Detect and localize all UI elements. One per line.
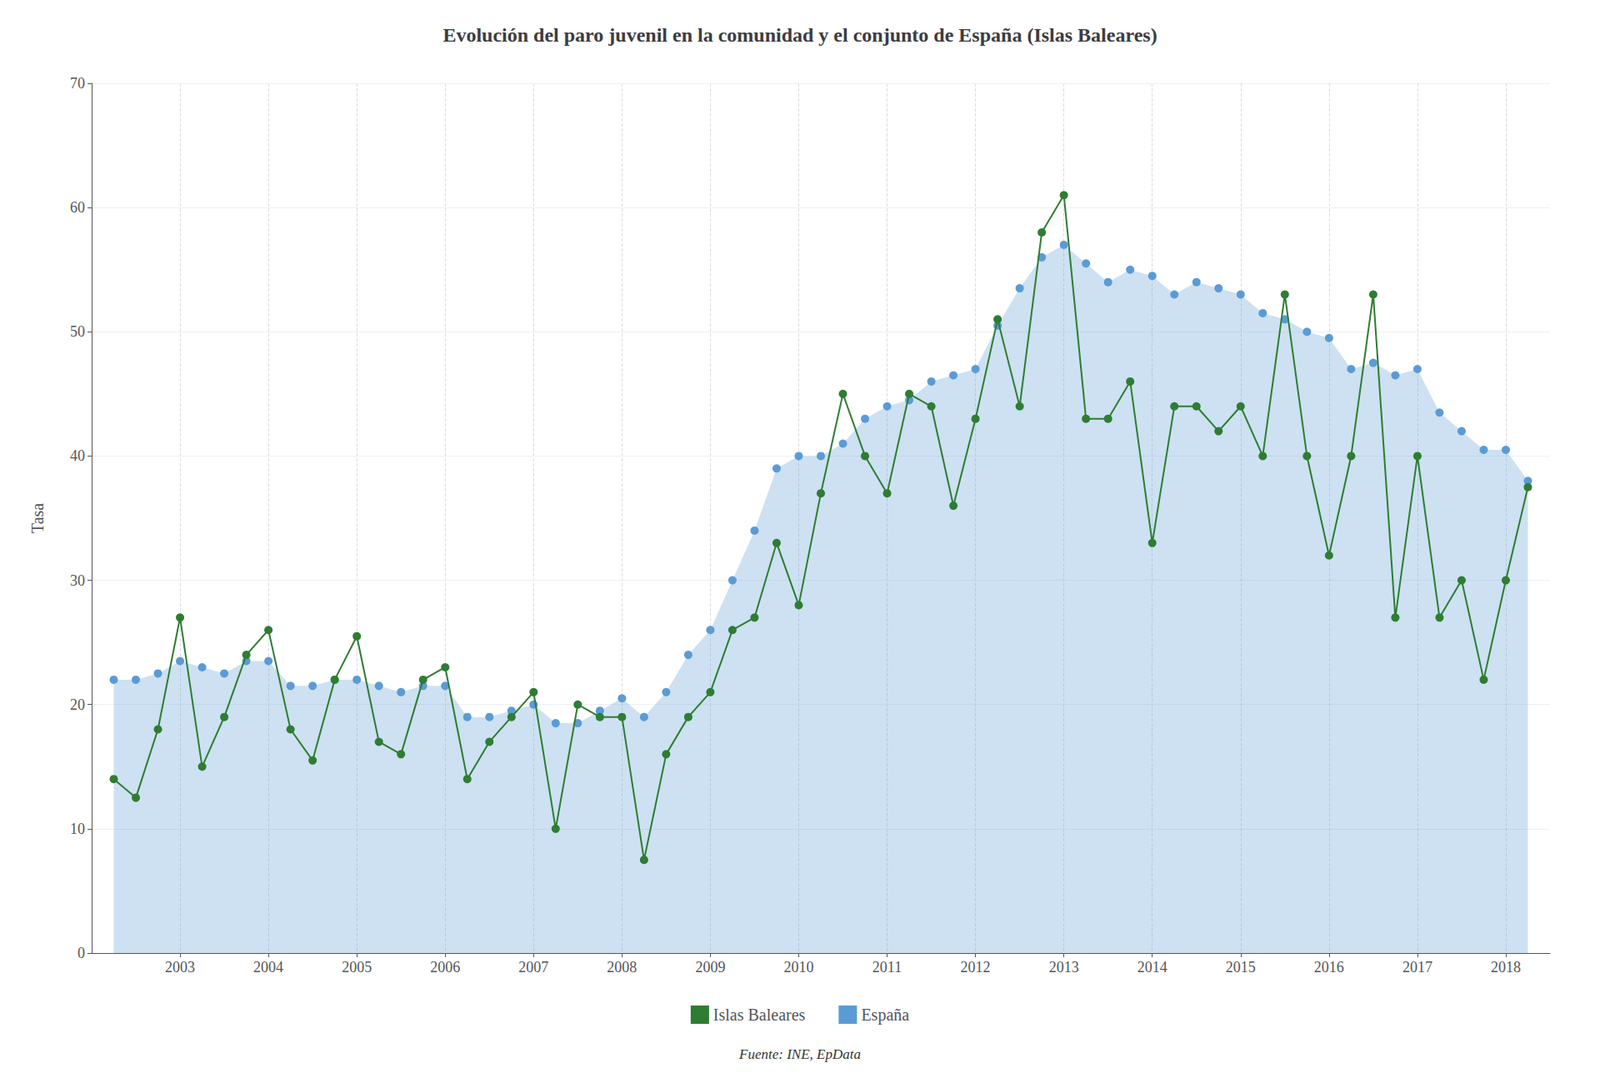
svg-text:0: 0 — [77, 945, 85, 962]
svg-text:2004: 2004 — [253, 959, 284, 976]
svg-text:2018: 2018 — [1490, 959, 1521, 976]
svg-text:2017: 2017 — [1402, 959, 1433, 976]
svg-text:20: 20 — [70, 696, 85, 714]
svg-text:2011: 2011 — [872, 959, 902, 976]
svg-text:España: España — [860, 1005, 910, 1025]
svg-text:2016: 2016 — [1314, 959, 1345, 976]
svg-text:2007: 2007 — [518, 959, 549, 976]
svg-text:30: 30 — [70, 572, 85, 590]
svg-text:2006: 2006 — [430, 959, 460, 976]
svg-text:2012: 2012 — [960, 959, 991, 976]
svg-text:Evolución del paro juvenil en: Evolución del paro juvenil en la comunid… — [442, 24, 1157, 46]
svg-text:40: 40 — [70, 447, 85, 465]
svg-text:2008: 2008 — [606, 959, 637, 976]
svg-text:50: 50 — [70, 323, 85, 340]
svg-text:2010: 2010 — [783, 959, 814, 976]
svg-text:70: 70 — [70, 75, 85, 92]
svg-text:2015: 2015 — [1225, 959, 1256, 976]
svg-text:2005: 2005 — [341, 959, 372, 976]
svg-text:2003: 2003 — [165, 959, 195, 976]
svg-text:10: 10 — [70, 820, 85, 838]
svg-text:Islas Baleares: Islas Baleares — [713, 1005, 806, 1025]
svg-text:60: 60 — [70, 199, 85, 216]
svg-text:2009: 2009 — [695, 959, 725, 976]
svg-text:2013: 2013 — [1049, 959, 1080, 976]
svg-text:Fuente: INE, EpData: Fuente: INE, EpData — [738, 1046, 861, 1063]
svg-text:2014: 2014 — [1137, 959, 1168, 976]
svg-text:Tasa: Tasa — [28, 503, 47, 534]
